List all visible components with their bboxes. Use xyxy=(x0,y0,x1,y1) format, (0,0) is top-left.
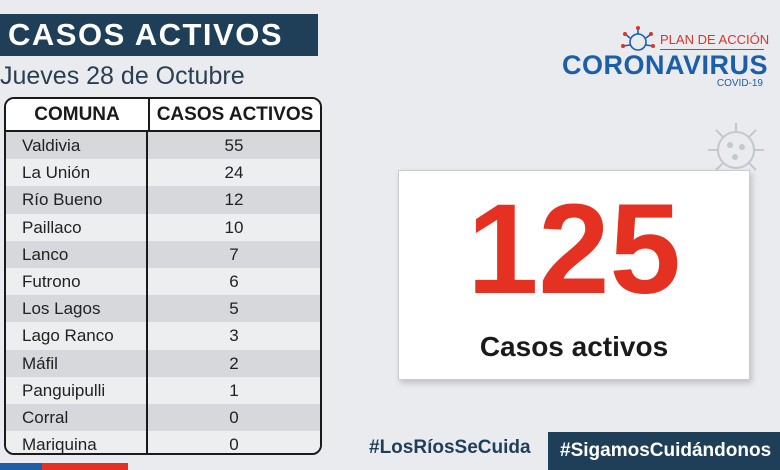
table-body: Valdivia 55 La Unión 24 Río Bueno 12 Paillaco 1… xyxy=(6,132,320,455)
comuna-cell: Valdivia xyxy=(6,132,148,160)
table-row: Valdivia 55 xyxy=(6,132,320,160)
casos-cell: 1 xyxy=(229,380,239,400)
casos-cell: 3 xyxy=(229,326,239,346)
hashtag-los-rios: #LosRíosSeCuida xyxy=(369,437,531,458)
table-row: Lanco 7 xyxy=(6,240,320,268)
logo-subtitle: COVID-19 xyxy=(716,78,763,89)
coronavirus-logo: PLAN DE ACCIÓN CORONAVIRUS COVID-19 xyxy=(562,24,770,90)
casos-cell: 5 xyxy=(229,299,239,319)
comuna-cell: Los Lagos xyxy=(6,295,148,323)
column-header-comuna: COMUNA xyxy=(6,99,150,130)
report-date: Jueves 28 de Octubre xyxy=(0,62,245,90)
casos-cell: 7 xyxy=(229,244,239,264)
casos-cell: 6 xyxy=(229,271,239,291)
table-header: COMUNA CASOS ACTIVOS xyxy=(6,99,320,132)
table-row: Futrono 6 xyxy=(6,267,320,296)
casos-cell: 10 xyxy=(224,217,244,237)
comuna-cell: La Unión xyxy=(6,159,148,187)
logo-divider xyxy=(660,49,764,50)
table-row: Máfil 2 xyxy=(6,349,320,377)
casos-cell: 0 xyxy=(229,407,239,427)
casos-cell: 24 xyxy=(224,163,244,183)
casos-cell: 2 xyxy=(229,353,239,373)
title-band: CASOS ACTIVOS xyxy=(0,14,318,56)
comuna-cell: Lago Ranco xyxy=(6,322,148,350)
flag-stripe-red xyxy=(42,463,128,470)
table-row: Panguipulli 1 xyxy=(6,376,320,404)
table-row: La Unión 24 xyxy=(6,159,320,187)
comuna-cell: Máfil xyxy=(6,349,148,377)
comuna-cell: Mariquina xyxy=(6,431,148,453)
table-row: Paillaco 10 xyxy=(6,213,320,241)
table-row: Lago Ranco 3 xyxy=(6,322,320,350)
casos-cell: 55 xyxy=(224,136,244,155)
comuna-cell: Lanco xyxy=(6,240,148,268)
table-row: Corral 0 xyxy=(6,403,320,432)
virus-icon xyxy=(621,26,655,51)
comuna-cell: Paillaco xyxy=(6,213,148,241)
virus-decoration-icon xyxy=(708,123,764,171)
column-header-casos: CASOS ACTIVOS xyxy=(156,104,314,125)
total-active-cases: 125 xyxy=(467,178,681,321)
logo-plan-text: PLAN DE ACCIÓN xyxy=(660,32,770,47)
hashtag-sigamos-text: #SigamosCuidándonos xyxy=(560,440,772,461)
table-row: Mariquina 0 xyxy=(6,431,320,455)
flag-stripe-blue xyxy=(0,463,42,470)
comuna-cell: Río Bueno xyxy=(6,186,148,214)
table-row: Los Lagos 5 xyxy=(6,295,320,323)
comuna-cell: Corral xyxy=(6,403,148,432)
comuna-cell: Panguipulli xyxy=(6,376,148,404)
total-card: 125 Casos activos xyxy=(398,170,750,380)
hashtag-sigamos: #SigamosCuidándonos xyxy=(548,432,780,470)
flag-stripe xyxy=(0,463,128,470)
comuna-cell: Futrono xyxy=(6,267,148,296)
page-title: CASOS ACTIVOS xyxy=(8,17,283,52)
casos-cell: 0 xyxy=(229,435,239,455)
casos-cell: 12 xyxy=(224,190,244,210)
cases-table: COMUNA CASOS ACTIVOS Valdivia 55 La Unión 2… xyxy=(4,97,322,455)
logo-title: CORONAVIRUS xyxy=(562,50,769,80)
total-label: Casos activos xyxy=(479,331,669,362)
table-row: Río Bueno 12 xyxy=(6,186,320,214)
